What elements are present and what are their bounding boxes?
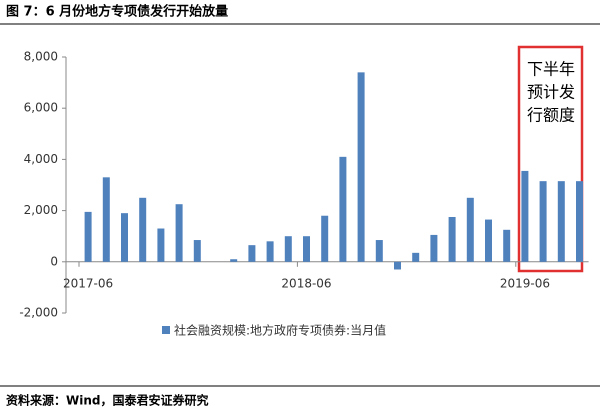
bar (284, 236, 292, 262)
bar (448, 217, 456, 262)
bar (576, 181, 583, 262)
bar (157, 228, 165, 262)
legend-label: 社会融资规模:地方政府专项债券:当月值 (174, 323, 386, 338)
y-tick-label: 0 (50, 254, 58, 268)
bar (321, 215, 329, 262)
bar (248, 245, 256, 262)
bar (266, 241, 274, 262)
source: 资料来源：Wind，国泰君安证券研究 (6, 393, 208, 408)
x-tick-label: 2017-06 (63, 276, 113, 290)
bar (503, 229, 511, 262)
y-tick-label: -2,000 (19, 306, 58, 320)
bar (357, 72, 365, 262)
bar (430, 234, 438, 262)
annotation: 预计发 (527, 83, 575, 102)
highlight-box (517, 45, 584, 273)
annotation: 下半年 (527, 60, 575, 79)
bar (84, 211, 92, 262)
bar (485, 219, 492, 262)
bar (539, 181, 547, 262)
annotation: 行额度 (527, 106, 575, 125)
bar (303, 236, 310, 262)
bar (521, 170, 529, 262)
y-tick-label: 4,000 (24, 152, 58, 166)
bar (175, 204, 183, 262)
bar (230, 259, 238, 262)
y-tick-label: 6,000 (24, 101, 58, 115)
bar (339, 156, 347, 262)
chart-title: 图 7：6 月份地方专项债发行开始放量 (6, 4, 228, 20)
bar (466, 197, 474, 262)
bar (121, 213, 128, 262)
bar (412, 252, 420, 262)
legend-swatch (162, 326, 170, 334)
y-tick-label: 8,000 (24, 50, 58, 64)
bar (193, 240, 201, 262)
bar (102, 177, 110, 262)
bar (139, 197, 147, 262)
bar (557, 181, 565, 262)
x-tick-label: 2019-06 (500, 276, 550, 290)
x-tick-label: 2018-06 (281, 276, 331, 290)
bar (394, 261, 401, 270)
bar (375, 240, 383, 262)
y-tick-label: 2,000 (24, 203, 58, 217)
